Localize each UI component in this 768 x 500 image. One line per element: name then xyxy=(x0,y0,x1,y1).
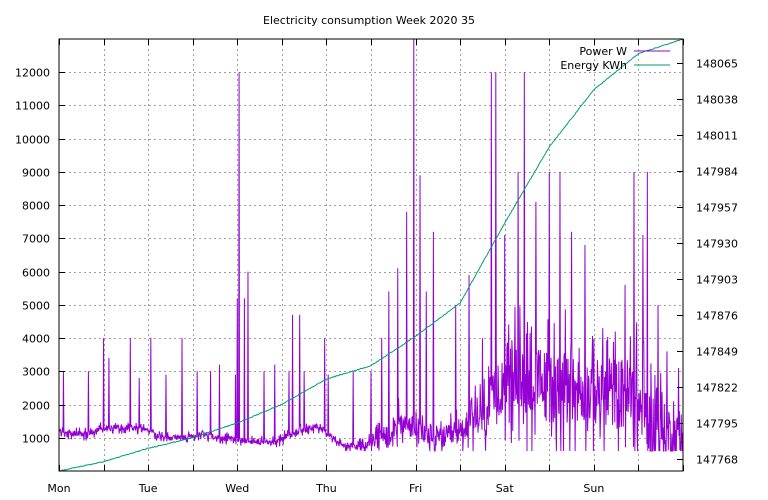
right-tick-label: 147822 xyxy=(696,382,738,395)
legend: Power W Energy KWh xyxy=(560,45,670,72)
left-tick-label: 1000 xyxy=(22,433,50,446)
x-tick-label: Sat xyxy=(496,482,515,495)
right-tick-label: 147795 xyxy=(696,418,738,431)
energy-series xyxy=(58,38,684,472)
right-tick-label: 147984 xyxy=(696,166,738,179)
right-tick-label: 148065 xyxy=(696,58,738,71)
left-tick-label: 3000 xyxy=(22,366,50,379)
left-tick-label: 6000 xyxy=(22,267,50,280)
left-tick-label: 5000 xyxy=(22,300,50,313)
x-tick-label: Wed xyxy=(225,482,249,495)
x-tick-label: Fri xyxy=(409,482,422,495)
right-tick-label: 147876 xyxy=(696,310,738,323)
power-series xyxy=(58,38,684,452)
right-tick-label: 147768 xyxy=(696,454,738,467)
left-tick-label: 2000 xyxy=(22,400,50,413)
chart-title: Electricity consumption Week 2020 35 xyxy=(263,14,475,27)
x-tick-label: Tue xyxy=(138,482,158,495)
right-axis: 147768 147795 147822 147849 147876 147903 1479… xyxy=(696,58,738,467)
left-tick-label: 9000 xyxy=(22,167,50,180)
series-line-energy xyxy=(58,38,684,472)
x-tick-label: Thu xyxy=(315,482,337,495)
legend-label-energy: Energy KWh xyxy=(560,59,627,72)
left-tick-label: 12000 xyxy=(15,67,50,80)
x-axis: Mon Tue Wed Thu Fri Sat Sun xyxy=(47,482,604,495)
right-tick-label: 148038 xyxy=(696,94,738,107)
left-tick-label: 4000 xyxy=(22,333,50,346)
x-tick-label: Mon xyxy=(47,482,70,495)
right-tick-label: 147849 xyxy=(696,346,738,359)
right-tick-label: 148011 xyxy=(696,130,738,143)
right-tick-label: 147903 xyxy=(696,274,738,287)
right-tick-label: 147957 xyxy=(696,202,738,215)
left-tick-label: 8000 xyxy=(22,200,50,213)
x-tick-label: Sun xyxy=(583,482,604,495)
right-tick-label: 147930 xyxy=(696,238,738,251)
series-line-power xyxy=(58,38,684,452)
left-tick-label: 10000 xyxy=(15,134,50,147)
left-tick-label: 7000 xyxy=(22,233,50,246)
tick-marks xyxy=(59,39,684,471)
left-tick-label: 11000 xyxy=(15,100,50,113)
left-axis: 1000 2000 3000 4000 5000 6000 7000 8000 9000 1000… xyxy=(15,67,50,446)
legend-label-power: Power W xyxy=(579,45,627,58)
